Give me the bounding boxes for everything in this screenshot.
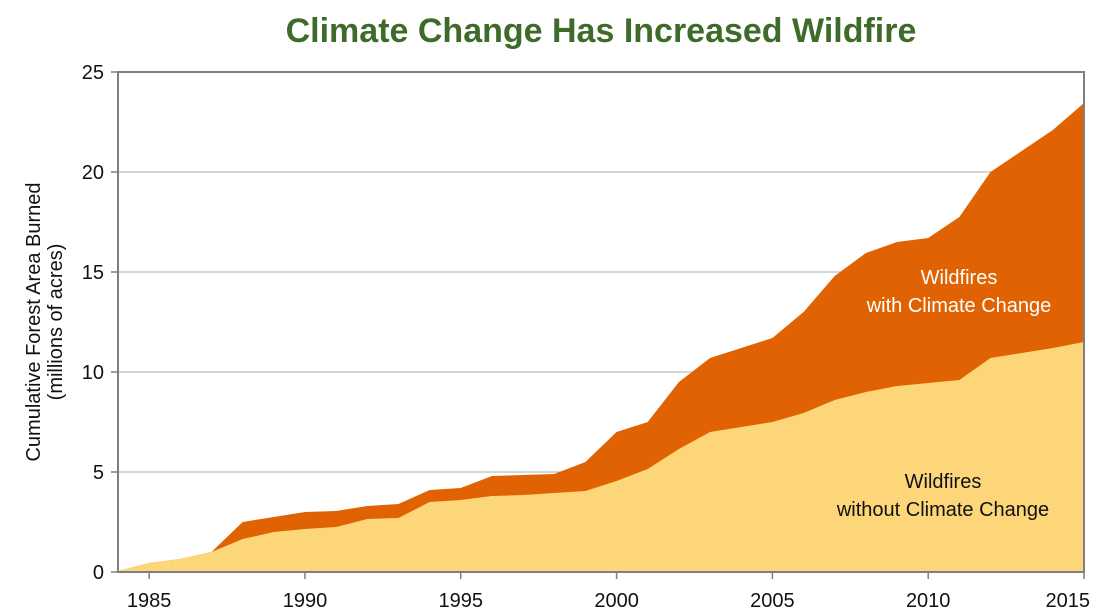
tick-layer: 0 5 10 15 20 25 1985 1990 1995 2000 2005 2010 2015 (82, 62, 1090, 612)
y-tick-label: 15 (82, 262, 104, 284)
x-tick-label: 2010 (906, 590, 951, 612)
y-tick-label: 25 (82, 62, 104, 84)
y-tick-label: 5 (93, 462, 104, 484)
y-tick-label: 0 (93, 562, 104, 584)
x-tick-label: 1985 (127, 590, 172, 612)
area-layer (118, 103, 1084, 572)
area-label-line: with Climate Change (866, 295, 1052, 317)
x-tick-label: 1995 (439, 590, 484, 612)
y-axis-title-line: Cumulative Forest Area Burned (23, 182, 45, 461)
y-tick-label: 10 (82, 362, 104, 384)
plot-frame (117, 71, 1085, 573)
area-label-line: Wildfires (921, 267, 998, 289)
area-label-line: Wildfires (905, 471, 982, 493)
x-tick-label: 2015 (1046, 590, 1091, 612)
x-tick-label: 2000 (594, 590, 639, 612)
x-tick-label: 1990 (283, 590, 328, 612)
area-without-climate-change (118, 342, 1084, 572)
y-tick-label: 20 (82, 162, 104, 184)
y-axis-title: Cumulative Forest Area Burned (millions o… (23, 182, 67, 461)
y-axis-title-line: (millions of acres) (45, 244, 67, 401)
chart-title: Climate Change Has Increased Wildfire (285, 12, 917, 50)
x-tick-label: 2005 (750, 590, 795, 612)
area-labels: Wildfires without Climate Change Wildfires… (836, 267, 1051, 521)
area-label-line: without Climate Change (836, 499, 1049, 521)
